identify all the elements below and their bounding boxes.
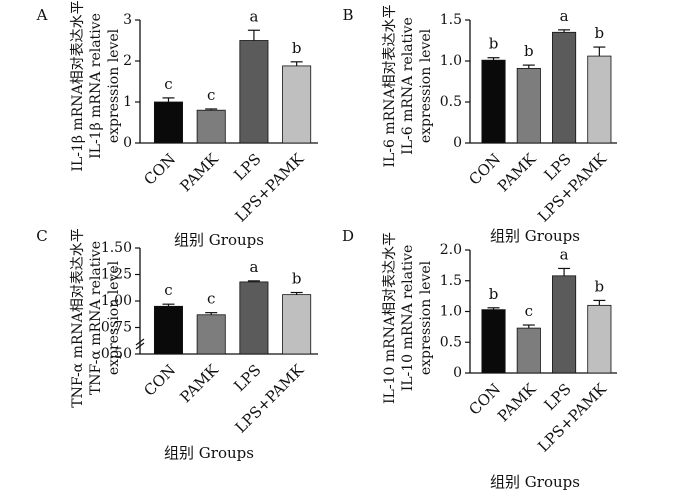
bar [481,59,506,144]
x-axis-title: 组别 Groups [164,444,254,462]
y-tick-label: 3 [123,12,132,28]
axis-break-mark [135,338,145,346]
significance-letter: b [595,277,605,295]
y-tick-label: 0.5 [440,334,462,350]
y-tick-label: 0.50 [101,346,132,362]
panel-label: B [342,6,353,24]
significance-letter: a [560,7,569,25]
bar [153,101,183,144]
bar [239,281,269,355]
significance-letter: b [292,270,302,288]
x-axis-title: 组别 Groups [490,473,580,490]
bar [282,294,312,355]
y-axis-title: IL-6 mRNA relative [400,17,416,155]
y-tick-label: 1.50 [101,240,132,256]
x-tick-label: LPS [230,150,264,184]
significance-letter: c [164,281,172,299]
y-tick-label: 1.0 [440,304,462,320]
y-tick-label: 1.5 [440,273,462,289]
y-tick-label: 0 [453,135,462,151]
y-tick-label: 1.00 [101,293,132,309]
significance-letter: a [249,258,258,276]
significance-letter: b [292,39,302,57]
bar [587,304,612,374]
x-tick-label: PAMK [494,149,540,195]
y-tick-label: 0.75 [101,320,132,336]
y-axis-title: expression level [106,28,122,143]
significance-letter: a [249,7,258,25]
y-tick-label: 0.5 [440,94,462,110]
x-tick-label: PAMK [177,360,223,406]
y-axis-title: IL-1β mRNA relative [88,13,104,159]
x-tick-label: CON [140,361,179,400]
x-axis-title: 组别 Groups [490,227,580,245]
significance-letter: b [489,35,499,53]
x-axis-title: 组别 Groups [174,231,264,249]
x-tick-label: PAMK [177,149,223,195]
bar [196,109,226,144]
x-tick-label: CON [140,150,179,189]
x-tick-label: LPS [230,361,264,395]
y-tick-label: 1.25 [101,267,132,283]
significance-letter: c [207,86,215,104]
y-axis-title: expression level [418,260,434,375]
significance-letter: c [525,302,533,320]
bar [239,40,269,144]
chart-panel-D: D00.51.01.52.0bCONcPAMKaLPSbLPS+PAMKIL-1… [342,227,617,490]
bar [153,305,183,355]
bar [516,67,541,144]
y-axis-title: IL-10 mRNA相对表达水平 [382,232,398,404]
y-tick-label: 2 [123,53,132,69]
bar [587,55,612,144]
significance-letter: a [560,245,569,263]
bar [516,327,541,374]
significance-letter: b [524,42,534,60]
y-tick-label: 1.5 [440,12,462,28]
y-tick-label: 1 [123,94,132,110]
significance-letter: c [164,75,172,93]
bar [552,31,577,144]
y-tick-label: 2.0 [440,242,462,258]
significance-letter: c [207,290,215,308]
y-tick-label: 0 [123,135,132,151]
y-axis-title: IL-10 mRNA relative [400,245,416,392]
bar [282,65,312,144]
y-axis-title: IL-6 mRNA相对表达水平 [382,4,398,167]
significance-letter: b [595,24,605,42]
chart-panel-C: C0.500.751.001.251.50cCONcPAMKaLPSbLPS+P… [36,227,318,462]
y-axis-title: expression level [106,260,122,375]
panel-label: A [36,6,48,24]
bar [552,275,577,374]
bar [196,314,226,355]
bar [481,309,506,374]
significance-letter: b [489,285,499,303]
panel-label: D [342,227,354,245]
y-axis-title: IL-1β mRNA相对表达水平 [70,0,86,171]
y-tick-label: 0 [453,365,462,381]
x-tick-label: PAMK [494,379,540,425]
panel-label: C [36,227,47,245]
y-axis-title: TNF-α mRNA relative [88,241,104,395]
y-axis-title: TNF-α mRNA相对表达水平 [70,228,86,407]
y-axis-title: expression level [418,28,434,143]
y-tick-label: 1.0 [440,53,462,69]
axis-break-mark [135,342,145,350]
